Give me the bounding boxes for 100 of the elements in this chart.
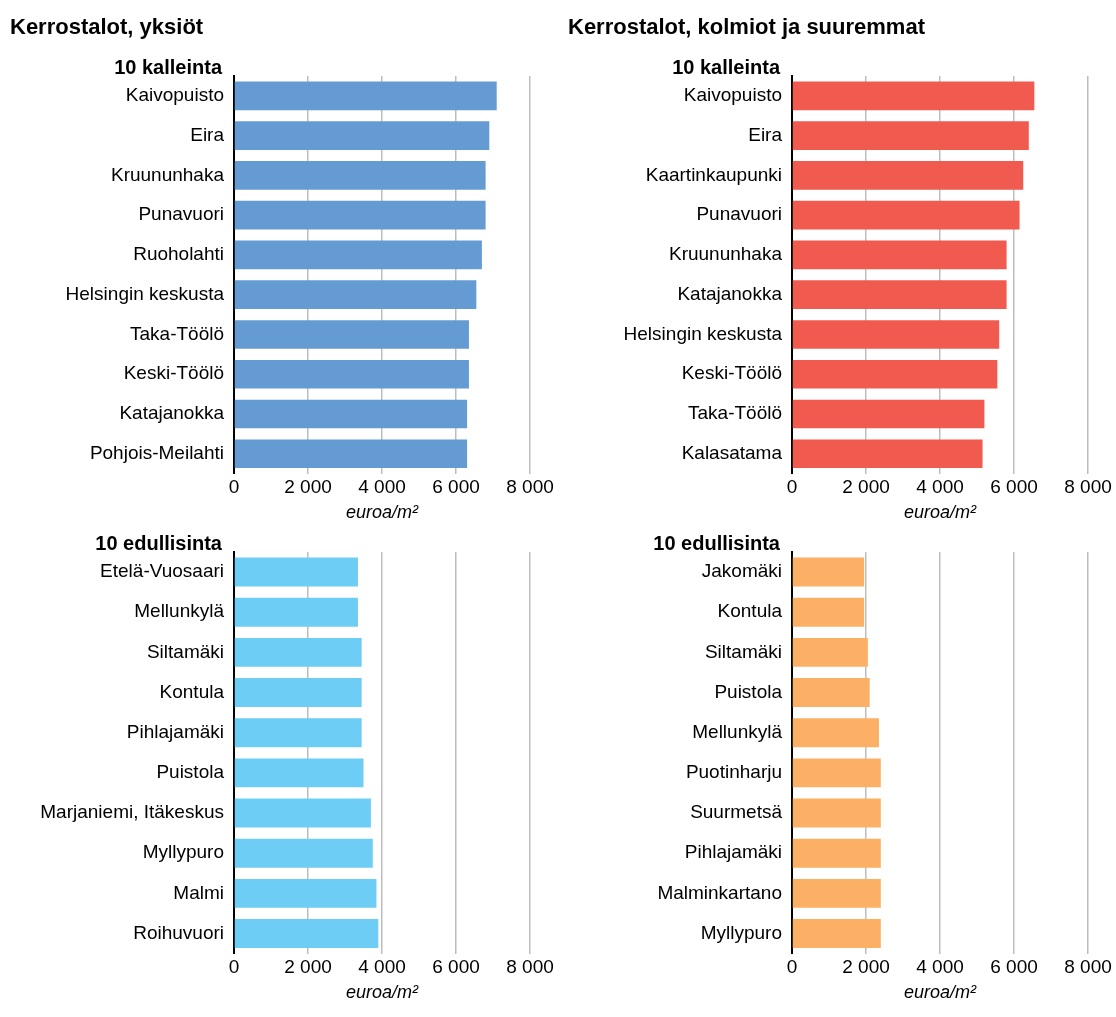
bar — [792, 81, 1035, 111]
y-tick-label: Kalasatama — [681, 441, 783, 463]
bar — [234, 359, 469, 389]
x-axis-title: euroa/m² — [345, 502, 420, 523]
bar — [234, 557, 358, 587]
y-tick-label: Malminkartano — [657, 881, 782, 903]
y-tick-label: Myllypuro — [700, 921, 782, 943]
x-tick-label: 4 000 — [916, 476, 964, 498]
bar — [792, 320, 1000, 349]
y-tick-label: Etelä-Vuosaari — [100, 560, 224, 582]
x-tick-label: 4 000 — [358, 956, 406, 978]
bar — [234, 399, 468, 429]
bar — [792, 399, 985, 429]
bar — [234, 81, 497, 111]
bar — [234, 121, 490, 150]
y-tick-label: Roihuvuori — [133, 921, 224, 943]
y-tick-label: Kaivopuisto — [125, 84, 224, 106]
y-tick-label: Puotinharju — [685, 761, 782, 783]
x-tick-label: 8 000 — [1064, 476, 1112, 498]
y-tick-label: Pihlajamäki — [684, 841, 782, 863]
y-tick-label: Kruununhaka — [668, 243, 783, 265]
y-tick-label: Keski-Töölö — [681, 362, 782, 384]
x-tick-label: 0 — [228, 956, 240, 978]
y-tick-label: Pihlajamäki — [126, 720, 224, 742]
bar — [234, 637, 362, 667]
bar — [234, 439, 468, 469]
y-tick-label: Keski-Töölö — [123, 362, 224, 384]
y-tick-label: Suurmetsä — [690, 801, 783, 823]
y-tick-label: Jakomäki — [701, 560, 782, 582]
x-axis-title: euroa/m² — [345, 982, 420, 1003]
x-tick-label: 2 000 — [284, 956, 332, 978]
bar — [234, 798, 371, 828]
bar — [792, 359, 998, 389]
y-tick-label: Kruununhaka — [110, 163, 225, 185]
x-tick-label: 8 000 — [1064, 956, 1112, 978]
x-tick-label: 6 000 — [990, 956, 1038, 978]
bar — [234, 161, 486, 190]
chart-title: Kerrostalot, kolmiot ja suuremmat — [567, 13, 926, 41]
x-tick-label: 2 000 — [842, 476, 890, 498]
chart-subtitle: 10 edullisinta — [653, 531, 781, 554]
bar — [234, 919, 379, 948]
chart-subtitle: 10 edullisinta — [95, 531, 223, 554]
bar — [234, 838, 373, 868]
chart-subtitle: 10 kalleinta — [114, 55, 223, 78]
x-axis-title: euroa/m² — [903, 502, 978, 523]
x-tick-label: 0 — [786, 956, 798, 978]
y-tick-label: Marjaniemi, Itäkeskus — [40, 801, 224, 823]
y-tick-label: Helsingin keskusta — [623, 322, 783, 344]
chart-subtitle: 10 kalleinta — [672, 55, 781, 78]
y-tick-label: Taka-Töölö — [130, 322, 224, 344]
bar — [234, 320, 469, 349]
x-tick-label: 8 000 — [506, 476, 554, 498]
y-tick-label: Ruoholahti — [133, 243, 224, 265]
bar — [234, 280, 477, 309]
x-tick-label: 4 000 — [916, 956, 964, 978]
y-tick-label: Kontula — [159, 680, 225, 702]
bar — [792, 280, 1007, 309]
y-tick-label: Eira — [190, 123, 225, 145]
y-tick-label: Puistola — [714, 680, 783, 702]
x-tick-label: 6 000 — [432, 956, 480, 978]
x-tick-label: 0 — [786, 476, 798, 498]
y-tick-label: Katajanokka — [677, 282, 783, 304]
y-tick-label: Katajanokka — [119, 402, 225, 424]
y-tick-label: Siltamäki — [146, 640, 224, 662]
y-tick-label: Eira — [748, 123, 783, 145]
bar — [792, 121, 1029, 150]
y-tick-label: Mellunkylä — [134, 600, 225, 622]
y-tick-label: Kontula — [717, 600, 783, 622]
x-tick-label: 4 000 — [358, 476, 406, 498]
bar — [234, 597, 358, 627]
y-tick-label: Puistola — [156, 761, 225, 783]
bar — [234, 758, 364, 788]
x-tick-label: 2 000 — [842, 956, 890, 978]
bar — [234, 678, 362, 708]
y-tick-label: Kaartinkaupunki — [645, 163, 782, 185]
chart-title: Kerrostalot, yksiöt — [9, 13, 205, 41]
bar — [792, 200, 1020, 230]
x-tick-label: 8 000 — [506, 956, 554, 978]
bar — [234, 200, 486, 230]
bar — [234, 240, 482, 270]
x-tick-label: 2 000 — [284, 476, 332, 498]
bar — [792, 439, 983, 469]
bar — [792, 161, 1024, 190]
y-tick-label: Mellunkylä — [692, 720, 783, 742]
y-tick-label: Pohjois-Meilahti — [89, 441, 224, 463]
bar — [234, 718, 362, 748]
y-tick-label: Punavuori — [138, 203, 224, 225]
y-tick-label: Siltamäki — [704, 640, 782, 662]
y-tick-label: Helsingin keskusta — [65, 282, 225, 304]
y-tick-label: Punavuori — [696, 203, 782, 225]
y-tick-label: Malmi — [173, 881, 224, 903]
y-tick-label: Myllypuro — [142, 841, 224, 863]
x-tick-label: 6 000 — [990, 476, 1038, 498]
x-tick-label: 6 000 — [432, 476, 480, 498]
x-tick-label: 0 — [228, 476, 240, 498]
y-tick-label: Kaivopuisto — [683, 84, 782, 106]
x-axis-title: euroa/m² — [903, 982, 978, 1003]
y-tick-label: Taka-Töölö — [688, 402, 782, 424]
bar — [234, 878, 377, 908]
bar — [792, 240, 1007, 270]
